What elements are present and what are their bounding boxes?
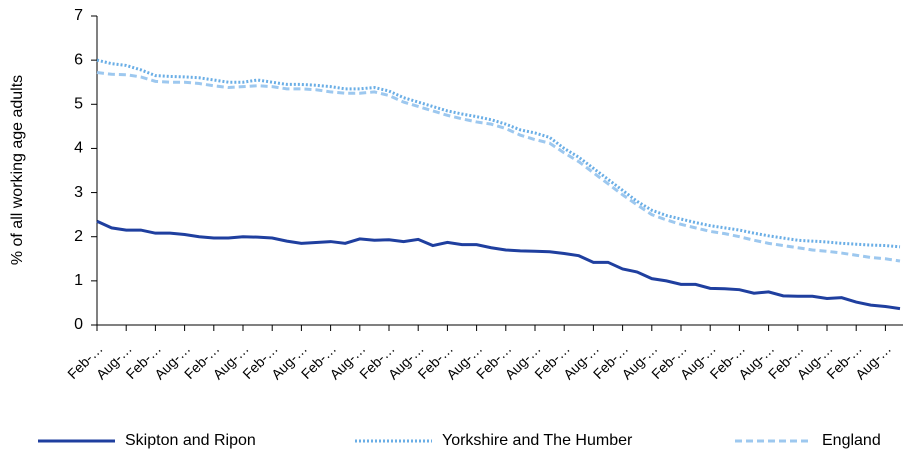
series-line — [96, 219, 901, 311]
y-tick-label: 2 — [74, 228, 83, 245]
y-tick-label: 6 — [74, 51, 83, 68]
y-tick-label: 3 — [74, 184, 83, 201]
series-line — [96, 71, 901, 263]
y-tick-label: 0 — [74, 316, 83, 333]
series-line — [96, 58, 901, 249]
legend-label: England — [822, 432, 881, 449]
y-axis-label: % of all working age adults — [9, 75, 26, 265]
y-tick-label: 7 — [74, 7, 83, 24]
legend-label: Skipton and Ripon — [125, 432, 256, 449]
y-tick-label: 1 — [74, 272, 83, 289]
y-tick-label: 5 — [74, 96, 83, 113]
y-tick-label: 4 — [74, 140, 83, 157]
legend-label: Yorkshire and The Humber — [442, 432, 633, 449]
